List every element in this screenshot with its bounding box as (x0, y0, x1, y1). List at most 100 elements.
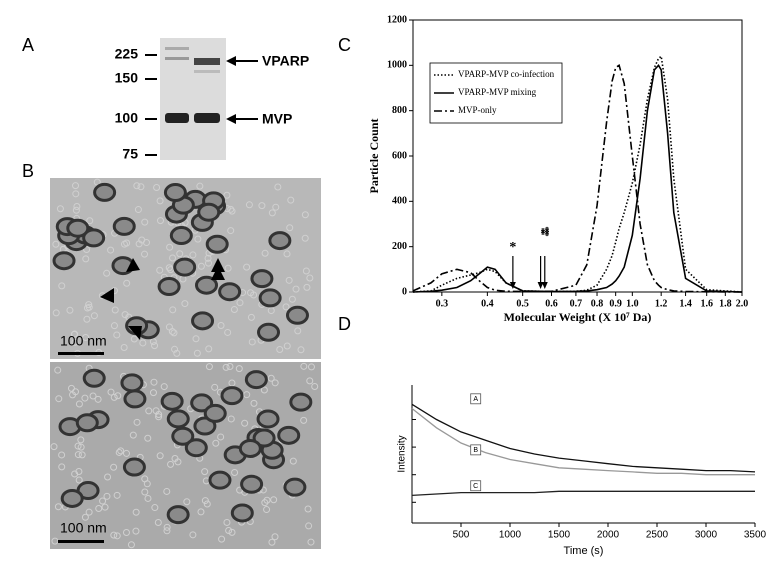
particle (220, 386, 244, 406)
gel (160, 38, 226, 160)
texture (54, 503, 62, 511)
texture (110, 393, 118, 401)
texture (189, 531, 197, 539)
texture (141, 218, 149, 226)
annotation-box (470, 393, 482, 405)
texture (163, 523, 171, 531)
particle (257, 322, 281, 342)
texture (144, 494, 152, 502)
texture (223, 518, 231, 526)
texture (227, 205, 235, 213)
scale-bar (58, 352, 104, 355)
panel-letter: C (338, 35, 351, 55)
texture (311, 383, 319, 391)
panel-letter: D (338, 314, 351, 334)
legend-label: VPARP-MVP mixing (458, 87, 537, 97)
particle (256, 409, 280, 429)
x-tick-label: 0.5 (516, 298, 529, 309)
texture (201, 497, 209, 505)
annotation: C (473, 483, 478, 490)
texture (168, 327, 176, 335)
texture (122, 529, 130, 537)
arrow-head (226, 56, 236, 66)
texture (78, 451, 86, 459)
texture (224, 264, 232, 272)
texture (103, 269, 111, 277)
texture (66, 306, 74, 314)
texture (305, 522, 313, 530)
texture (114, 392, 122, 400)
arrowhead (128, 326, 142, 340)
texture (287, 196, 295, 204)
texture (272, 203, 280, 211)
texture (149, 389, 157, 397)
texture (270, 496, 278, 504)
y-tick-label: 1000 (387, 60, 407, 71)
gel-band (165, 113, 189, 123)
series-line (411, 403, 756, 473)
texture (51, 537, 59, 545)
particle (205, 234, 229, 254)
particle (173, 257, 197, 277)
plot-frame (412, 19, 743, 293)
texture (211, 383, 219, 391)
y-tick-label: 200 (392, 241, 407, 252)
panel-letter: B (22, 161, 34, 181)
particle (122, 457, 146, 477)
texture (151, 342, 159, 350)
texture (141, 488, 149, 496)
particle (208, 470, 232, 490)
particle (197, 202, 221, 222)
series-line (412, 64, 743, 293)
texture (81, 394, 89, 402)
x-tick-label: 0.6 (545, 298, 558, 309)
texture (67, 384, 75, 392)
arrowhead (211, 266, 225, 280)
band-label: VPARP (262, 53, 309, 69)
texture (289, 457, 297, 465)
texture (73, 202, 81, 210)
texture (82, 334, 90, 342)
texture (130, 335, 138, 343)
particle (82, 368, 106, 388)
texture (138, 236, 146, 244)
texture (218, 535, 226, 543)
x-tick-label: 1.6 (700, 298, 713, 309)
texture (166, 243, 174, 251)
texture (217, 322, 225, 330)
texture (223, 191, 231, 199)
texture (306, 274, 314, 282)
texture (83, 246, 91, 254)
y-tick-label: 400 (392, 196, 407, 207)
texture (113, 532, 121, 540)
texture (52, 240, 60, 248)
texture (117, 447, 125, 455)
texture (292, 285, 300, 293)
particle (203, 403, 227, 423)
particle (123, 389, 147, 409)
particle (258, 288, 282, 308)
marker-label: 225 (115, 46, 139, 62)
texture (85, 508, 93, 516)
annotation: ** (535, 228, 547, 237)
texture (261, 249, 269, 257)
x-tick-label: 2000 (597, 530, 620, 541)
y-axis-label: Intensity (397, 435, 408, 472)
texture (139, 339, 147, 347)
texture (145, 407, 153, 415)
scale-bar-label: 100 nm (60, 520, 107, 536)
texture (271, 379, 279, 387)
texture (167, 460, 175, 468)
texture (71, 338, 79, 346)
texture (74, 451, 82, 459)
texture (89, 392, 97, 400)
gel-band (194, 70, 220, 73)
particle (191, 311, 215, 331)
texture (243, 391, 251, 399)
texture (75, 400, 83, 408)
texture (134, 206, 142, 214)
texture (192, 335, 200, 343)
texture (267, 307, 275, 315)
texture (55, 395, 63, 403)
x-tick-label: 500 (453, 530, 470, 541)
